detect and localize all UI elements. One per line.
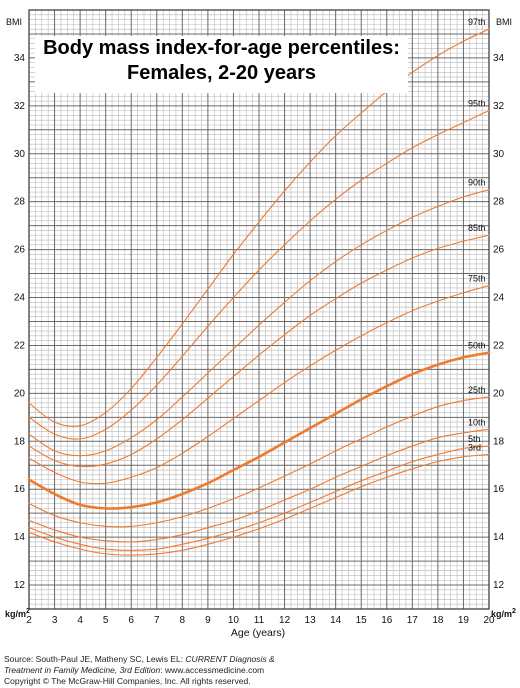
- x-tick-label: 19: [458, 615, 470, 626]
- curve-label-97th: 97th: [468, 17, 486, 27]
- source-book-title-1: CURRENT Diagnosis &: [185, 654, 275, 664]
- source-book-title-2: Treatment in Family Medicine, 3rd Editio…: [4, 665, 161, 675]
- y-tick-right: 12: [493, 580, 505, 591]
- major-grid: [28, 9, 490, 610]
- curve-label-3rd: 3rd: [468, 443, 481, 453]
- curve-25th: [28, 396, 490, 528]
- y-tick-left: 22: [14, 340, 26, 351]
- x-tick-label: 8: [180, 615, 186, 626]
- curve-90th: [28, 189, 490, 457]
- curve-95th: [28, 110, 490, 440]
- curve-3rd: [28, 453, 490, 556]
- y-tick-left: 24: [14, 293, 26, 304]
- curve-50th: [27, 351, 491, 510]
- x-tick-label: 18: [432, 615, 444, 626]
- curve-label-90th: 90th: [468, 178, 486, 188]
- y-tick-right: 28: [493, 197, 505, 208]
- y-tick-left: 30: [14, 149, 26, 160]
- curve-75th: [28, 284, 490, 485]
- curve-5th: [28, 445, 490, 551]
- source-prefix: Source: South-Paul JE, Matheny SC, Lewis…: [4, 654, 186, 664]
- curve-label-50th: 50th: [468, 341, 486, 351]
- y-tick-right: 14: [493, 532, 505, 543]
- y-tick-right: 20: [493, 388, 505, 399]
- x-tick-label: 2: [26, 615, 32, 626]
- y-tick-left: 28: [14, 197, 26, 208]
- bmi-label-left: BMI: [6, 17, 22, 27]
- y-tick-left: 16: [14, 484, 26, 495]
- y-tick-right: 32: [493, 101, 505, 112]
- chart-title-box: Body mass index-for-age percentiles: Fem…: [35, 36, 408, 93]
- x-tick-label: 14: [330, 615, 342, 626]
- x-axis-label: Age (years): [231, 627, 285, 639]
- x-tick-label: 5: [103, 615, 109, 626]
- x-tick-label: 11: [254, 615, 265, 626]
- chart-title-line-1: Body mass index-for-age percentiles:: [43, 37, 400, 59]
- source-citation: Source: South-Paul JE, Matheny SC, Lewis…: [4, 654, 275, 687]
- x-tick-label: 7: [154, 615, 160, 626]
- y-tick-right: 30: [493, 149, 505, 160]
- source-url: : www.accessmedicine.com: [160, 665, 265, 675]
- x-tick-label: 12: [279, 615, 291, 626]
- percentile-curves: [27, 28, 491, 556]
- y-tick-left: 26: [14, 245, 26, 256]
- x-tick-label: 13: [305, 615, 317, 626]
- curve-85th: [28, 234, 490, 468]
- curve-label-10th: 10th: [468, 417, 486, 427]
- y-tick-left: 20: [14, 388, 26, 399]
- y-tick-right: 22: [493, 340, 505, 351]
- curve-label-95th: 95th: [468, 99, 486, 109]
- y-tick-left: 12: [14, 580, 26, 591]
- curve-10th: [28, 428, 490, 543]
- y-tick-right: 18: [493, 436, 505, 447]
- y-tick-right: 26: [493, 245, 505, 256]
- bmi-label-right: BMI: [496, 17, 512, 27]
- unit-label-left: kg/m2: [5, 608, 30, 619]
- y-tick-left: 18: [14, 436, 26, 447]
- x-tick-label: 6: [128, 615, 134, 626]
- x-tick-label: 9: [205, 615, 211, 626]
- x-tick-label: 20: [483, 615, 495, 626]
- curve-97th: [28, 28, 490, 427]
- y-tick-left: 34: [14, 53, 26, 64]
- x-tick-label: 16: [381, 615, 393, 626]
- curve-label-85th: 85th: [468, 223, 486, 233]
- x-tick-label: 10: [228, 615, 240, 626]
- x-tick-label: 3: [52, 615, 58, 626]
- y-tick-right: 16: [493, 484, 505, 495]
- y-tick-right: 34: [493, 53, 505, 64]
- x-tick-label: 15: [356, 615, 368, 626]
- curve-label-5th: 5th: [468, 434, 481, 444]
- curve-label-25th: 25th: [468, 385, 486, 395]
- curve-label-75th: 75th: [468, 274, 486, 284]
- unit-label-right: kg/m2: [491, 608, 516, 619]
- copyright: Copyright © The McGraw-Hill Companies, I…: [4, 676, 251, 686]
- y-tick-right: 24: [493, 293, 505, 304]
- plot-frame: [28, 9, 490, 610]
- y-tick-left: 14: [14, 532, 26, 543]
- x-tick-label: 17: [407, 615, 419, 626]
- y-tick-left: 32: [14, 101, 26, 112]
- x-tick-label: 4: [77, 615, 83, 626]
- chart-title-line-2: Females, 2-20 years: [126, 62, 317, 84]
